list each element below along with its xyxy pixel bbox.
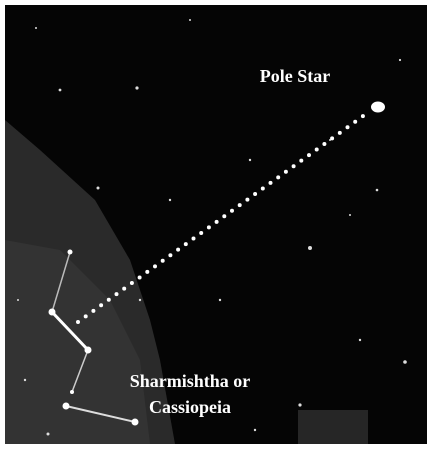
star xyxy=(403,360,407,364)
star xyxy=(169,199,171,201)
constellation-label: Sharmishtha or xyxy=(130,371,251,391)
star xyxy=(35,27,37,29)
star xyxy=(135,86,138,89)
star xyxy=(249,159,251,161)
star xyxy=(219,299,221,301)
star xyxy=(85,347,92,354)
star xyxy=(254,429,256,431)
pole-star-label: Pole Star xyxy=(260,66,330,86)
star xyxy=(63,403,70,410)
star xyxy=(298,403,301,406)
star xyxy=(68,250,73,255)
star xyxy=(97,187,100,190)
haze-patch xyxy=(298,410,368,444)
star xyxy=(359,339,361,341)
star xyxy=(132,419,139,426)
star xyxy=(189,19,191,21)
star xyxy=(308,246,312,250)
pole-star xyxy=(371,102,385,113)
sky-image: Pole Star Sharmishtha or Cassiopeia xyxy=(0,0,432,449)
star xyxy=(24,379,26,381)
star xyxy=(49,309,56,316)
star xyxy=(47,433,50,436)
constellation-label: Cassiopeia xyxy=(149,397,231,417)
star xyxy=(70,390,74,394)
star xyxy=(349,214,351,216)
star xyxy=(17,299,19,301)
star xyxy=(376,189,379,192)
star xyxy=(139,299,141,301)
star xyxy=(59,89,62,92)
star xyxy=(399,59,401,61)
